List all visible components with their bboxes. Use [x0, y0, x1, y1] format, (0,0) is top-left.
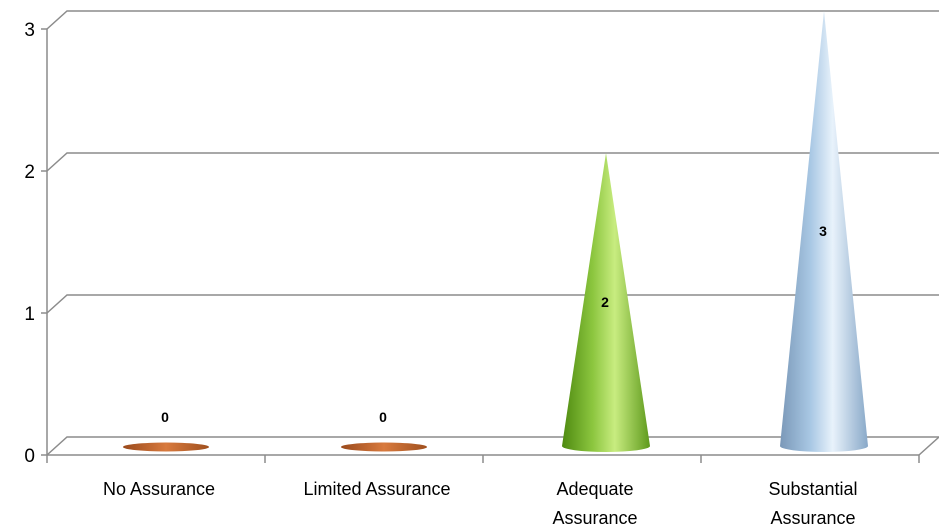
cone-3 [780, 11, 868, 452]
data-label-0: 0 [161, 409, 169, 425]
category-label: Assurance [770, 508, 855, 528]
cones [123, 11, 868, 452]
gridline [46, 152, 939, 172]
axes [41, 28, 939, 463]
gridline [46, 294, 939, 314]
floor-edge [918, 436, 939, 456]
cone-2 [562, 153, 650, 452]
y-tick-label: 3 [24, 20, 35, 41]
gridline [46, 10, 939, 30]
category-label: Substantial [768, 479, 857, 499]
category-label: Assurance [552, 508, 637, 528]
category-label: Adequate [556, 479, 633, 499]
cone-base-0 [123, 442, 209, 452]
labels: 0 1 2 3 0 No Assurance 0 Limited Assurance 2 Adeq… [24, 20, 857, 528]
cone-base-1 [341, 442, 427, 452]
y-tick-label: 2 [24, 162, 35, 183]
y-tick-label: 0 [24, 446, 35, 467]
category-label: Limited Assurance [303, 479, 450, 499]
data-label-3: 3 [819, 223, 827, 239]
category-label: No Assurance [103, 479, 215, 499]
data-label-2: 2 [601, 294, 609, 310]
y-tick-label: 1 [24, 304, 35, 325]
data-label-1: 0 [379, 409, 387, 425]
